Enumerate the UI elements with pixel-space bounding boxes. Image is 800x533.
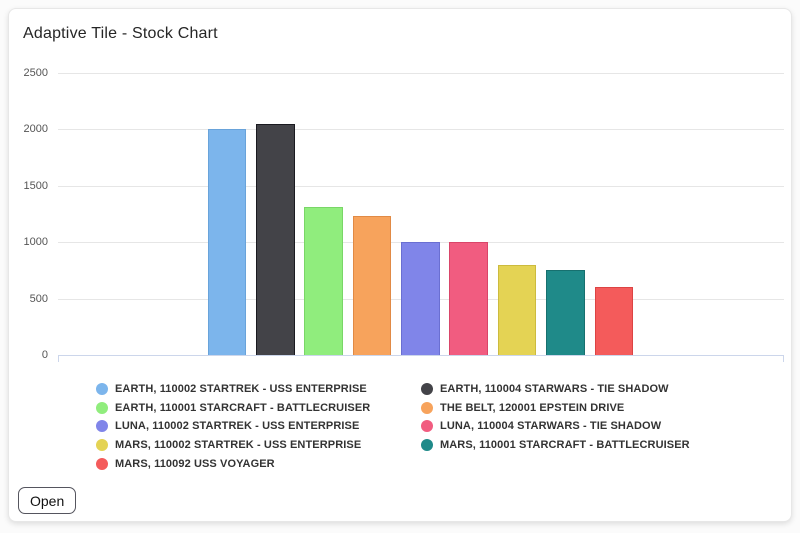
gridline: [58, 73, 784, 74]
legend-item-5[interactable]: LUNA, 110004 STARWARS - TIE SHADOW: [421, 417, 690, 436]
legend-item-0[interactable]: EARTH, 110002 STARTREK - USS ENTERPRISE: [96, 380, 421, 399]
legend-marker-icon: [96, 420, 108, 433]
legend-item-2[interactable]: EARTH, 110001 STARCRAFT - BATTLECRUISER: [96, 399, 421, 418]
legend-marker-icon: [96, 457, 108, 470]
legend-marker-icon: [421, 401, 433, 414]
legend-label: EARTH, 110001 STARCRAFT - BATTLECRUISER: [115, 401, 371, 414]
bar-series-8[interactable]: [594, 287, 634, 355]
y-axis-tick-label: 2000: [23, 123, 48, 136]
legend-item-3[interactable]: THE BELT, 120001 EPSTEIN DRIVE: [421, 399, 690, 418]
legend-item-1[interactable]: EARTH, 110004 STARWARS - TIE SHADOW: [421, 380, 690, 399]
legend-item-8[interactable]: MARS, 110092 USS VOYAGER: [96, 454, 421, 473]
bar-series-3[interactable]: [352, 216, 392, 355]
bar-series-0[interactable]: [207, 129, 247, 355]
chart-legend: EARTH, 110002 STARTREK - USS ENTERPRISE E…: [96, 380, 690, 473]
bar-series-4[interactable]: [401, 242, 440, 355]
legend-item-7[interactable]: MARS, 110001 STARCRAFT - BATTLECRUISER: [421, 436, 690, 455]
legend-label: EARTH, 110004 STARWARS - TIE SHADOW: [440, 383, 669, 396]
gridline: [58, 185, 784, 187]
legend-label: LUNA, 110002 STARTREK - USS ENTERPRISE: [115, 420, 360, 433]
legend-label: LUNA, 110004 STARWARS - TIE SHADOW: [440, 420, 662, 433]
legend-marker-icon: [421, 383, 433, 396]
legend-label: MARS, 110092 USS VOYAGER: [115, 457, 275, 470]
x-axis-tick-left: [58, 355, 59, 362]
x-axis-tick-right: [783, 355, 784, 362]
legend-marker-icon: [96, 439, 108, 452]
y-axis-tick-label: 500: [29, 292, 48, 305]
legend-label: MARS, 110001 STARCRAFT - BATTLECRUISER: [440, 439, 690, 452]
bar-series-7[interactable]: [546, 270, 585, 355]
legend-label: MARS, 110002 STARTREK - USS ENTERPRISE: [115, 439, 362, 452]
y-axis-tick-label: 1500: [23, 179, 48, 192]
plot-area: [58, 73, 784, 355]
legend-label: EARTH, 110002 STARTREK - USS ENTERPRISE: [115, 383, 367, 396]
stock-chart: 0 500 1000 1500 2000 2500 EARTH, 110002 START…: [9, 9, 793, 523]
gridline: [58, 129, 784, 131]
legend-marker-icon: [96, 383, 108, 396]
bar-series-1[interactable]: [256, 123, 295, 355]
y-axis-tick-label: 0: [41, 349, 48, 361]
legend-marker-icon: [96, 401, 108, 414]
y-axis-tick-label: 2500: [23, 67, 48, 79]
open-button[interactable]: Open: [18, 487, 77, 514]
y-axis-tick-label: 1000: [23, 236, 48, 249]
legend-marker-icon: [421, 439, 433, 452]
adaptive-tile-card: Adaptive Tile - Stock Chart 0 500 1000 1500…: [8, 8, 792, 522]
bar-series-5[interactable]: [449, 242, 489, 355]
legend-label: THE BELT, 120001 EPSTEIN DRIVE: [440, 401, 625, 414]
legend-marker-icon: [421, 420, 433, 433]
legend-item-4[interactable]: LUNA, 110002 STARTREK - USS ENTERPRISE: [96, 417, 421, 436]
bar-series-6[interactable]: [497, 264, 537, 355]
page-title: Adaptive Tile - Stock Chart: [23, 25, 218, 42]
legend-item-6[interactable]: MARS, 110002 STARTREK - USS ENTERPRISE: [96, 436, 421, 455]
x-axis-line: [58, 355, 784, 356]
bar-series-2[interactable]: [304, 207, 344, 355]
